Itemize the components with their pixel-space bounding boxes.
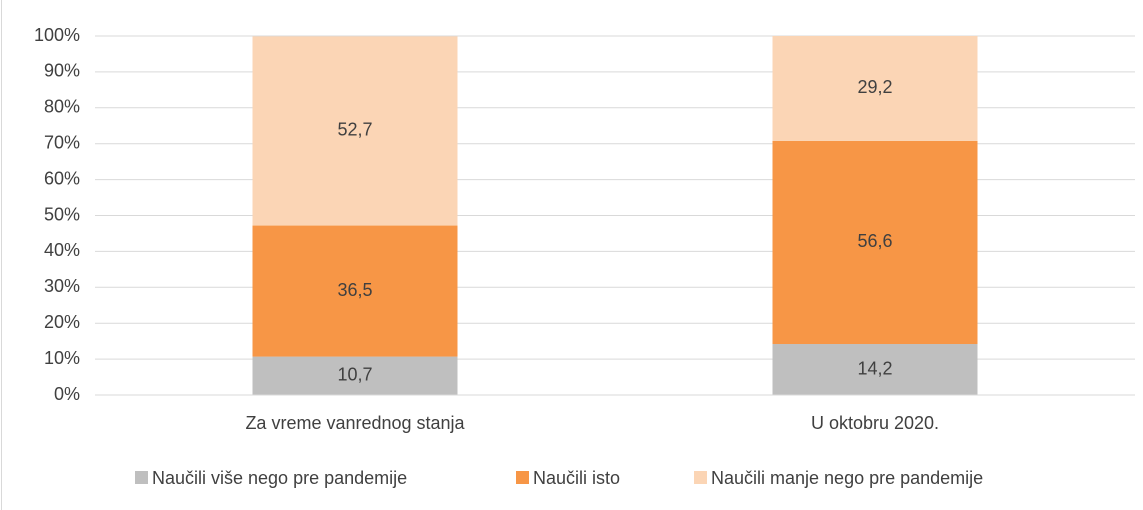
y-tick-label: 70%: [44, 132, 80, 152]
legend-label: Naučili manje nego pre pandemije: [711, 468, 983, 488]
y-tick-label: 10%: [44, 348, 80, 368]
legend-label: Naučili više nego pre pandemije: [152, 468, 407, 488]
data-label: 29,2: [857, 77, 892, 97]
data-label: 36,5: [337, 280, 372, 300]
y-tick-label: 50%: [44, 204, 80, 224]
bar-segment: [772, 36, 978, 141]
data-label: 14,2: [857, 358, 892, 378]
y-tick-label: 100%: [34, 25, 80, 45]
y-tick-label: 60%: [44, 168, 80, 188]
bar-segment: [252, 36, 458, 226]
bar-segment: [772, 344, 978, 395]
data-label: 10,7: [337, 365, 372, 385]
y-tick-label: 0%: [54, 384, 80, 404]
legend-label: Naučili isto: [533, 468, 620, 488]
data-label: 56,6: [857, 231, 892, 251]
legend-swatch: [135, 471, 148, 484]
x-tick-label: U oktobru 2020.: [811, 413, 939, 433]
bar-segment: [772, 140, 978, 345]
y-tick-label: 90%: [44, 61, 80, 81]
bar-segment: [252, 356, 458, 395]
y-tick-label: 30%: [44, 276, 80, 296]
legend-swatch: [516, 471, 529, 484]
bar-segment: [252, 225, 458, 357]
data-label: 52,7: [337, 120, 372, 140]
legend-swatch: [694, 471, 707, 484]
y-tick-label: 20%: [44, 312, 80, 332]
x-tick-label: Za vreme vanrednog stanja: [245, 413, 465, 433]
y-tick-label: 40%: [44, 240, 80, 260]
y-tick-label: 80%: [44, 97, 80, 117]
